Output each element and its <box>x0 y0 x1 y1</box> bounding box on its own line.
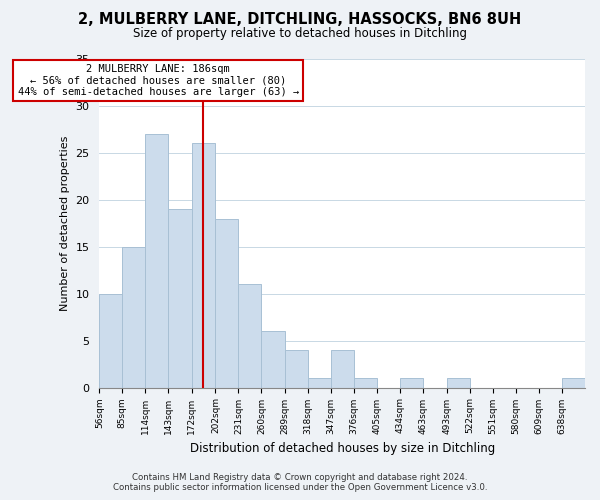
Bar <box>100 294 122 388</box>
Bar <box>238 284 262 388</box>
Bar <box>122 247 145 388</box>
Text: 2 MULBERRY LANE: 186sqm
← 56% of detached houses are smaller (80)
44% of semi-de: 2 MULBERRY LANE: 186sqm ← 56% of detache… <box>17 64 299 97</box>
Bar <box>262 331 284 388</box>
X-axis label: Distribution of detached houses by size in Ditchling: Distribution of detached houses by size … <box>190 442 495 455</box>
Bar <box>215 218 238 388</box>
Bar <box>308 378 331 388</box>
Bar <box>191 144 215 388</box>
Bar <box>400 378 423 388</box>
Y-axis label: Number of detached properties: Number of detached properties <box>60 136 70 311</box>
Text: Contains HM Land Registry data © Crown copyright and database right 2024.
Contai: Contains HM Land Registry data © Crown c… <box>113 473 487 492</box>
Bar <box>353 378 377 388</box>
Bar <box>169 209 191 388</box>
Bar <box>562 378 585 388</box>
Text: Size of property relative to detached houses in Ditchling: Size of property relative to detached ho… <box>133 28 467 40</box>
Bar <box>446 378 470 388</box>
Text: 2, MULBERRY LANE, DITCHLING, HASSOCKS, BN6 8UH: 2, MULBERRY LANE, DITCHLING, HASSOCKS, B… <box>79 12 521 28</box>
Bar <box>331 350 353 388</box>
Bar <box>284 350 308 388</box>
Bar <box>145 134 169 388</box>
